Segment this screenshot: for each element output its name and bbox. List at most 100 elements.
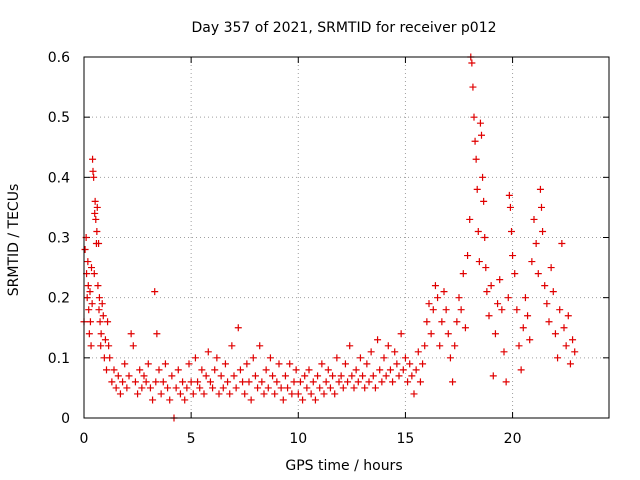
data-point xyxy=(85,306,93,314)
data-point xyxy=(189,390,197,398)
data-point xyxy=(106,354,114,362)
data-point xyxy=(95,240,103,248)
data-point xyxy=(446,354,454,362)
data-point xyxy=(159,378,167,386)
data-point xyxy=(292,366,300,374)
data-point xyxy=(397,330,405,338)
data-point xyxy=(356,354,364,362)
data-point xyxy=(547,264,555,272)
data-point xyxy=(81,246,89,254)
data-point xyxy=(469,83,477,91)
data-point xyxy=(164,384,172,392)
data-point xyxy=(221,360,229,368)
data-point xyxy=(129,342,137,350)
data-point xyxy=(92,215,100,223)
data-point xyxy=(155,366,163,374)
data-point xyxy=(226,390,234,398)
x-tick-label: 15 xyxy=(397,431,415,447)
data-point xyxy=(371,384,379,392)
data-point xyxy=(524,312,532,320)
data-point xyxy=(333,354,341,362)
data-point xyxy=(264,384,272,392)
data-point xyxy=(346,342,354,350)
y-tick-label: 0.2 xyxy=(48,291,70,307)
data-point xyxy=(277,384,285,392)
data-point xyxy=(530,215,538,223)
data-point xyxy=(444,330,452,338)
data-point xyxy=(416,378,424,386)
data-point xyxy=(442,306,450,314)
data-point xyxy=(176,390,184,398)
data-point xyxy=(528,258,536,266)
y-tick-label: 0.4 xyxy=(48,170,70,186)
data-point xyxy=(241,390,249,398)
data-point xyxy=(541,282,549,290)
data-point xyxy=(153,330,161,338)
data-point xyxy=(288,390,296,398)
y-tick-label: 0.6 xyxy=(48,50,70,66)
data-point xyxy=(104,318,112,326)
data-point xyxy=(93,227,101,235)
data-point xyxy=(471,137,479,145)
data-point xyxy=(384,342,392,350)
data-point xyxy=(97,330,105,338)
data-point xyxy=(475,258,483,266)
data-point xyxy=(481,234,489,241)
data-point xyxy=(94,282,102,290)
data-point xyxy=(483,288,491,296)
data-point xyxy=(571,348,579,356)
data-point xyxy=(489,372,497,380)
data-point xyxy=(198,366,206,374)
chart-title: Day 357 of 2021, SRMTID for receiver p01… xyxy=(191,20,496,36)
data-point xyxy=(391,348,399,356)
data-point xyxy=(487,282,495,290)
data-point xyxy=(485,312,493,320)
data-point xyxy=(404,378,412,386)
data-point xyxy=(279,396,287,404)
data-point xyxy=(86,288,94,296)
data-point xyxy=(468,59,476,67)
data-point xyxy=(389,378,397,386)
data-point xyxy=(260,390,268,398)
data-point xyxy=(564,312,572,320)
data-point xyxy=(534,270,542,278)
data-point xyxy=(339,384,347,392)
data-point xyxy=(549,288,557,296)
data-point xyxy=(329,372,337,380)
data-point xyxy=(301,372,309,380)
axis-tick-labels: 0 5 10 15 20 0 0.1 0.2 0.3 0.4 0.5 0.6 xyxy=(48,50,522,447)
data-point xyxy=(491,330,499,338)
data-point xyxy=(228,342,236,350)
data-point xyxy=(91,209,99,217)
data-point xyxy=(266,354,274,362)
data-point xyxy=(434,294,442,302)
data-point xyxy=(247,396,255,404)
data-point xyxy=(363,360,371,368)
data-point xyxy=(464,252,472,260)
data-point xyxy=(209,384,217,392)
data-point xyxy=(217,372,225,380)
data-point xyxy=(436,342,444,350)
data-point xyxy=(251,372,259,380)
data-point xyxy=(125,372,133,380)
plot-frame xyxy=(83,56,610,419)
data-point xyxy=(539,227,547,235)
data-point xyxy=(303,384,311,392)
data-point xyxy=(562,342,570,350)
data-point xyxy=(538,203,545,211)
data-point xyxy=(157,390,165,398)
data-point xyxy=(440,288,448,296)
data-point xyxy=(108,378,116,386)
data-point xyxy=(560,324,568,332)
data-point xyxy=(472,155,480,163)
data-point xyxy=(480,197,488,205)
grid-lines xyxy=(84,57,609,418)
data-point xyxy=(498,306,506,314)
data-point xyxy=(232,384,240,392)
data-point xyxy=(284,384,292,392)
data-point xyxy=(215,390,223,398)
data-point xyxy=(243,360,251,368)
data-point xyxy=(509,252,517,260)
data-point xyxy=(211,366,219,374)
